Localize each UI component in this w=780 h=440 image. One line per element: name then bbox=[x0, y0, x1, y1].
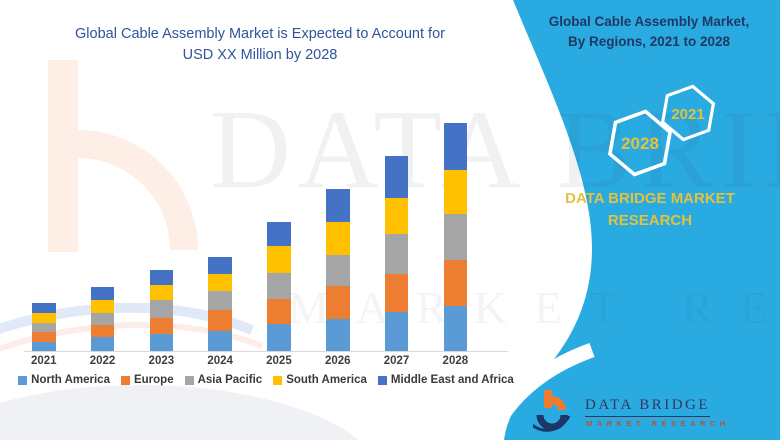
bar-segment bbox=[443, 123, 468, 170]
bar-segment bbox=[326, 255, 350, 286]
legend-label: Europe bbox=[133, 374, 174, 386]
bar-segment bbox=[90, 287, 115, 300]
bar-segment bbox=[443, 214, 468, 260]
legend-label: Asia Pacific bbox=[197, 374, 263, 386]
hexagon-2028-icon bbox=[607, 109, 673, 177]
bar-segment bbox=[384, 274, 409, 312]
bar-segment bbox=[32, 313, 56, 323]
stacked-bar-2024 bbox=[208, 257, 232, 351]
legend-item: Middle East and Africa bbox=[377, 374, 514, 386]
bar-segment bbox=[90, 300, 115, 313]
chart-title-line1: Global Cable Assembly Market is Expected… bbox=[75, 26, 445, 42]
bar-segment bbox=[90, 337, 115, 351]
bar-segment bbox=[32, 332, 56, 342]
chart-title: Global Cable Assembly Market is Expected… bbox=[30, 24, 490, 66]
hexagon-2028-label: 2028 bbox=[621, 134, 659, 153]
bar-segment bbox=[208, 331, 232, 351]
x-axis-line bbox=[24, 351, 508, 352]
stacked-bar-2021 bbox=[32, 303, 56, 351]
legend-item: South America bbox=[273, 374, 367, 386]
bar-segment bbox=[384, 234, 409, 274]
bar-segment bbox=[208, 310, 232, 331]
bar-segment bbox=[384, 198, 409, 234]
stacked-bar-2026 bbox=[326, 189, 350, 351]
bar-segment bbox=[443, 170, 468, 214]
hexagon-2021-label: 2021 bbox=[671, 106, 704, 123]
bar-segment bbox=[443, 260, 468, 306]
brand-text: DATA BRIDGE MARKET RESEARCH bbox=[528, 188, 772, 232]
legend-swatch-icon bbox=[18, 375, 28, 385]
bar-segment bbox=[267, 222, 291, 246]
bar-segment bbox=[208, 274, 232, 291]
bar-segment bbox=[149, 270, 174, 285]
legend-item: North America bbox=[18, 374, 110, 386]
white-swoosh bbox=[480, 342, 595, 440]
x-axis-label: 2025 bbox=[266, 355, 292, 367]
bar-segment bbox=[326, 319, 350, 351]
stacked-bar-2022 bbox=[90, 287, 115, 351]
x-axis-label: 2028 bbox=[442, 355, 469, 367]
bar-segment bbox=[267, 246, 291, 273]
hexagon-2021-icon bbox=[660, 84, 716, 142]
legend-swatch-icon bbox=[120, 375, 130, 385]
x-axis-label: 2022 bbox=[89, 355, 116, 367]
brand-text-line2: RESEARCH bbox=[607, 211, 693, 229]
bar-segment bbox=[149, 334, 174, 351]
bar-segment bbox=[208, 291, 232, 310]
panel-header: Global Cable Assembly Market, By Regions… bbox=[530, 12, 768, 53]
legend-swatch-icon bbox=[377, 375, 387, 385]
year-hexagons: 2021 2028 bbox=[607, 84, 716, 177]
bar-segment bbox=[326, 189, 350, 222]
bar-segment bbox=[149, 318, 174, 334]
bar-segment bbox=[32, 323, 56, 332]
x-axis-label: 2023 bbox=[148, 355, 175, 367]
databridge-logo: DATA BRIDGE MARKET RESEARCH bbox=[533, 388, 773, 436]
x-axis-label: 2026 bbox=[324, 355, 351, 367]
stacked-bar-2027 bbox=[384, 156, 409, 351]
bar-segment bbox=[32, 342, 56, 351]
bar-segment bbox=[90, 325, 115, 337]
legend-label: South America bbox=[286, 374, 367, 386]
bar-segment bbox=[208, 257, 232, 274]
bar-segment bbox=[326, 286, 350, 319]
x-axis-label: 2021 bbox=[30, 355, 57, 367]
legend-swatch-icon bbox=[273, 375, 283, 385]
databridge-logo-icon bbox=[533, 390, 571, 432]
bar-segment bbox=[443, 306, 468, 351]
panel-header-line2: By Regions, 2021 to 2028 bbox=[567, 34, 731, 50]
bar-segment bbox=[267, 299, 291, 324]
chart-legend: North America Europe Asia Pacific South Ame… bbox=[18, 374, 514, 386]
logo-name: DATA BRIDGE bbox=[585, 397, 711, 417]
bar-segment bbox=[384, 312, 409, 351]
legend-label: Middle East and Africa bbox=[390, 374, 514, 386]
x-axis-label: 2027 bbox=[383, 355, 410, 367]
stacked-bar-2028 bbox=[443, 123, 468, 351]
bar-segment bbox=[149, 285, 174, 300]
bar-segment bbox=[32, 303, 56, 313]
x-axis-label: 2024 bbox=[207, 355, 233, 367]
legend-item: Asia Pacific bbox=[184, 374, 263, 386]
bar-segment bbox=[149, 300, 174, 318]
brand-text-line1: DATA BRIDGE MARKET bbox=[565, 190, 735, 207]
stacked-bar-2025 bbox=[267, 222, 291, 351]
bar-segment bbox=[384, 156, 409, 198]
logo-tagline: MARKET RESEARCH bbox=[586, 419, 730, 428]
bar-segment bbox=[267, 273, 291, 299]
legend-item: Europe bbox=[120, 374, 174, 386]
legend-swatch-icon bbox=[184, 375, 194, 385]
bar-segment bbox=[267, 324, 291, 351]
stacked-bar-2023 bbox=[149, 270, 174, 351]
bar-segment bbox=[90, 313, 115, 325]
panel-header-line1: Global Cable Assembly Market, bbox=[548, 14, 750, 29]
chart-title-line2: USD XX Million by 2028 bbox=[182, 47, 338, 64]
legend-label: North America bbox=[31, 374, 110, 386]
bar-segment bbox=[326, 222, 350, 255]
